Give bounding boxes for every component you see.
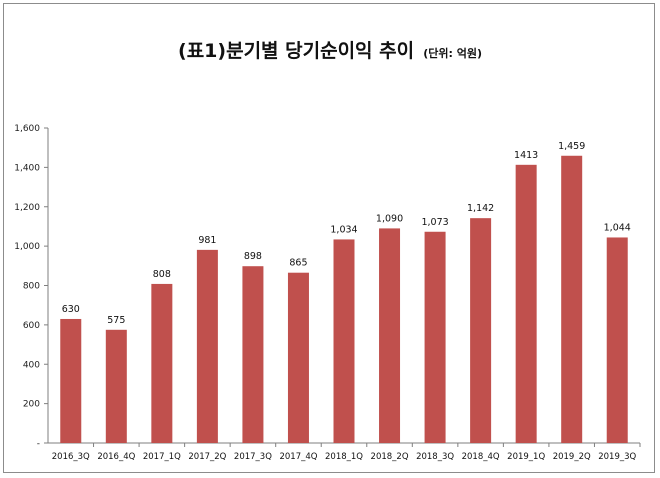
data-label: 1,044 xyxy=(604,222,631,233)
bar xyxy=(60,318,82,443)
data-label: 1413 xyxy=(514,150,538,161)
x-tick-label: 2017_4Q xyxy=(279,452,317,462)
bar xyxy=(379,228,401,443)
x-tick-label: 2018_1Q xyxy=(325,452,363,462)
x-tick-label: 2017_3Q xyxy=(234,452,272,462)
x-tick-label: 2017_2Q xyxy=(188,452,226,462)
x-tick-label: 2019_1Q xyxy=(507,452,545,462)
x-tick-label: 2018_4Q xyxy=(462,452,500,462)
bar xyxy=(287,272,309,443)
y-tick-label: 1,600 xyxy=(14,124,40,134)
bar xyxy=(515,164,537,444)
bar xyxy=(333,239,355,443)
x-tick-label: 2019_3Q xyxy=(598,452,636,462)
chart-title-row: (표1)분기별 당기순이익 추이 (단위: 억원) xyxy=(0,36,660,63)
bar xyxy=(561,155,583,443)
bar xyxy=(196,249,218,443)
data-label: 898 xyxy=(244,251,262,262)
y-tick-label: 400 xyxy=(23,360,40,370)
data-label: 575 xyxy=(107,315,125,326)
x-tick-label: 2017_1Q xyxy=(143,452,181,462)
x-tick-label: 2016_3Q xyxy=(52,452,90,462)
data-label: 1,073 xyxy=(421,217,448,228)
data-label: 1,034 xyxy=(330,224,357,235)
data-label: 808 xyxy=(153,269,171,280)
data-label: 630 xyxy=(62,304,80,315)
bar xyxy=(242,266,264,443)
x-axis: 2016_3Q 2016_4Q 2017_1Q 2017_2Q 2017_3Q 2017_… xyxy=(48,442,641,462)
y-tick-label: 1,200 xyxy=(14,203,40,213)
x-tick-label: 2018_3Q xyxy=(416,452,454,462)
y-tick-label: 1,400 xyxy=(14,163,40,173)
x-tick-label: 2018_2Q xyxy=(371,452,409,462)
data-label: 1,459 xyxy=(558,141,585,152)
chart-unit: (단위: 억원) xyxy=(423,47,482,60)
bar xyxy=(105,329,127,443)
data-label: 1,090 xyxy=(376,213,403,224)
bar xyxy=(470,218,492,443)
data-labels: 630 575 808 981 898 865 1,034 1,090 1,073 1,142 14… xyxy=(62,141,631,326)
bar xyxy=(151,283,173,443)
data-label: 865 xyxy=(289,258,307,269)
chart-title: (표1)분기별 당기순이익 추이 xyxy=(178,40,415,62)
bar xyxy=(424,231,446,443)
y-axis: - 200 400 600 800 1,000 1,200 1,400 1,600 xyxy=(14,124,49,449)
y-tick-label: - xyxy=(37,439,40,449)
x-tick-label: 2019_2Q xyxy=(553,452,591,462)
data-label: 981 xyxy=(198,235,216,246)
data-label: 1,142 xyxy=(467,203,494,214)
y-tick-label: 200 xyxy=(23,400,40,410)
bars xyxy=(60,155,628,444)
bar xyxy=(606,237,628,443)
x-tick-label: 2016_4Q xyxy=(97,452,135,462)
y-tick-label: 600 xyxy=(23,321,40,331)
y-tick-label: 800 xyxy=(23,282,40,292)
y-tick-label: 1,000 xyxy=(14,242,40,252)
